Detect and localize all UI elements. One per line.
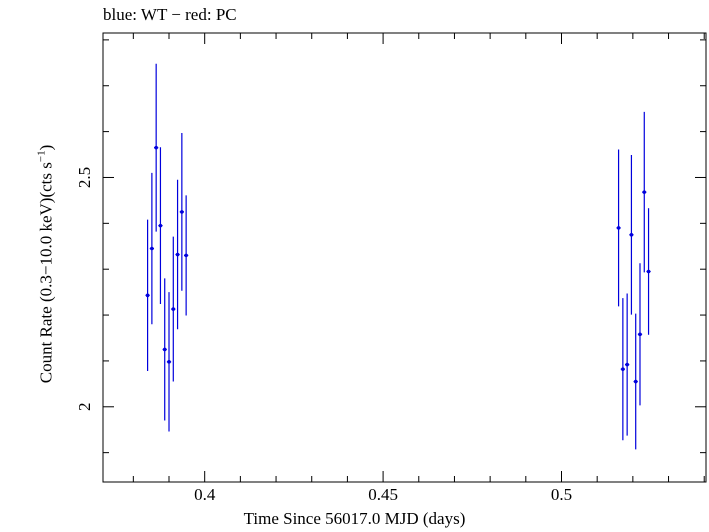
data-marker [629,232,634,237]
data-point [629,154,634,315]
data-marker [167,360,171,364]
data-point [633,313,638,450]
axis-ticks [103,33,706,482]
plot-frame [102,32,707,483]
data-marker [154,145,158,150]
x-tick-label: 0.5 [551,485,572,504]
data-point [154,63,159,232]
data-marker [621,367,625,371]
data-marker [162,347,167,352]
data-point [620,298,626,441]
data-point [637,263,643,406]
data-series-wt [145,63,651,450]
y-tick-label: 2 [75,403,94,412]
data-marker [145,293,150,298]
data-marker [158,223,163,228]
data-point [646,208,651,335]
data-point [642,111,647,273]
data-marker [171,307,176,311]
data-point [183,195,189,316]
x-tick-label: 0.4 [194,485,216,504]
data-point [149,172,155,325]
data-point [625,293,630,436]
axis-tick-labels: 0.4 0.45 0.5 2 2.5 [75,167,572,504]
data-point [175,179,180,330]
data-marker [642,190,647,194]
data-marker [150,246,154,251]
data-marker [638,332,642,337]
data-marker [180,210,184,214]
data-point [616,149,621,307]
data-point [158,147,163,305]
data-marker [616,226,621,230]
data-marker [633,379,638,384]
data-point [162,278,167,421]
data-point [145,219,150,372]
y-axis-label: Count Rate (0.3−10.0 keV)(cts s−1) [35,144,56,384]
chart-title: blue: WT − red: PC [103,5,237,24]
data-point [171,236,176,382]
data-marker [184,253,188,258]
data-marker [175,252,180,257]
x-axis-label: Time Since 56017.0 MJD (days) [243,509,466,528]
x-tick-label: 0.45 [368,485,398,504]
y-tick-label: 2.5 [75,167,94,188]
data-marker [625,362,629,367]
data-marker [646,269,651,274]
data-point [166,292,172,432]
data-point [179,132,184,291]
